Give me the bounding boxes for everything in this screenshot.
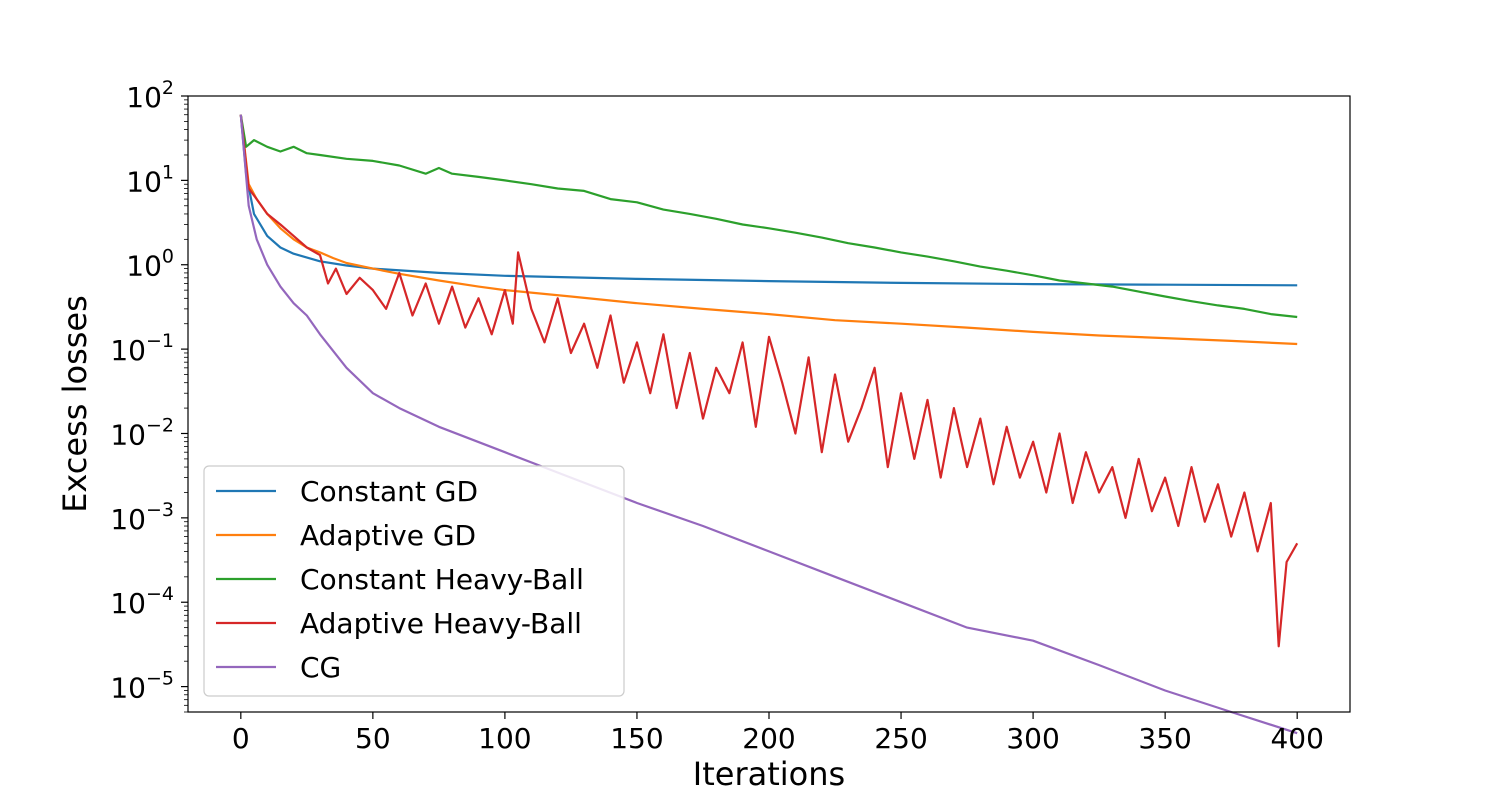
x-tick-label: 50 <box>355 722 391 755</box>
y-tick-label: 10−1 <box>110 330 174 367</box>
series-line-2 <box>239 114 1298 319</box>
legend-label: Adaptive Heavy-Ball <box>300 607 582 640</box>
legend-label: Adaptive GD <box>300 519 476 552</box>
x-tick-label: 100 <box>478 722 531 755</box>
y-tick-label: 102 <box>126 77 174 114</box>
x-tick-label: 300 <box>1006 722 1059 755</box>
y-tick-label: 10−4 <box>110 583 174 620</box>
x-tick-label: 200 <box>742 722 795 755</box>
y-tick-label: 10−5 <box>110 668 174 705</box>
legend-label: Constant GD <box>300 475 478 508</box>
y-tick-label: 101 <box>126 161 174 198</box>
legend: Constant GD Adaptive GD Constant Heavy-Bal… <box>203 465 625 697</box>
x-tick-label: 400 <box>1270 722 1323 755</box>
x-tick-label: 250 <box>874 722 927 755</box>
y-axis-label: Excess losses <box>56 295 94 513</box>
series-line-4 <box>239 114 1298 735</box>
x-tick-label: 350 <box>1138 722 1191 755</box>
y-tick-label: 10−2 <box>110 414 174 451</box>
y-tick-label: 100 <box>126 246 174 283</box>
legend-label: CG <box>300 651 341 684</box>
series-line-3 <box>239 114 1299 648</box>
x-axis-label: Iterations <box>693 755 845 793</box>
y-tick-label: 10−3 <box>110 499 174 536</box>
series-line-1 <box>239 114 1298 346</box>
series-layer <box>239 114 1299 735</box>
x-tick-label: 150 <box>610 722 663 755</box>
legend-box <box>203 465 625 697</box>
x-axis: 0 50 100 150 200 250 300 350 400 <box>232 712 1324 755</box>
x-tick-label: 0 <box>232 722 250 755</box>
legend-label: Constant Heavy-Ball <box>300 563 584 596</box>
y-axis: 102 101 100 10−1 10−2 10−3 10−4 10−5 <box>110 77 188 713</box>
